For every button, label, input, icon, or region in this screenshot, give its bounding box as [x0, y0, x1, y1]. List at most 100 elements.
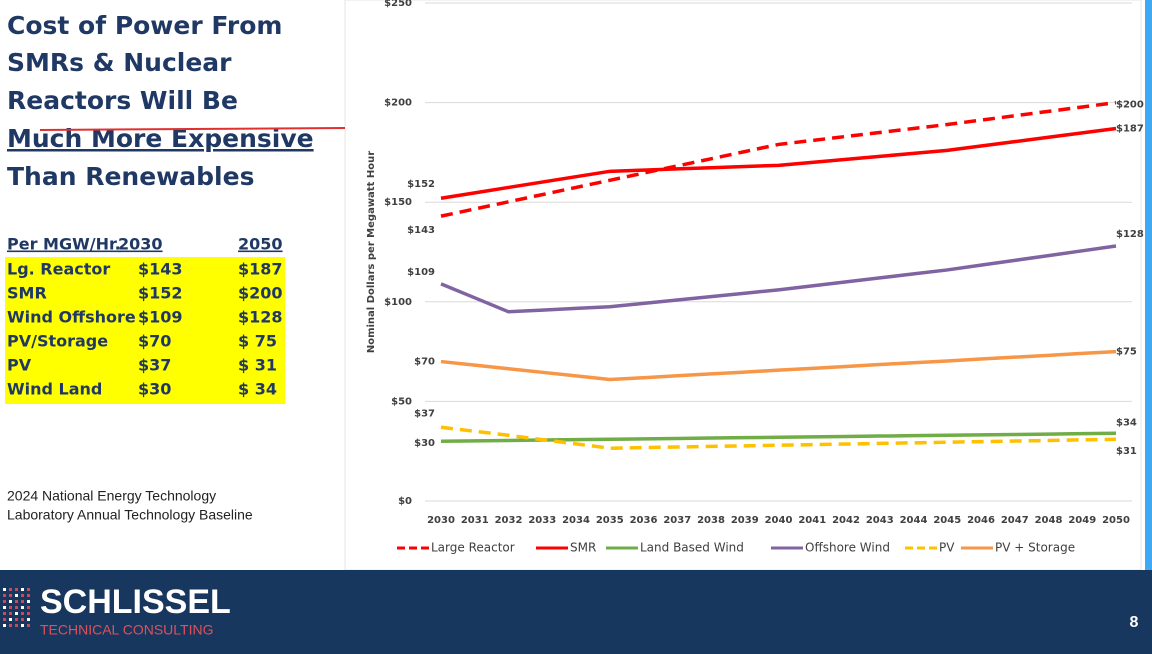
table-header: 2030 [118, 235, 163, 254]
x-tick-label: 2039 [731, 515, 759, 526]
table-cell: Wind Land [7, 380, 102, 399]
data-label: $152 [407, 179, 435, 190]
logo-dot [9, 594, 12, 597]
table-cell: $128 [238, 308, 283, 327]
logo-dot [3, 606, 6, 609]
title-line: SMRs & Nuclear [7, 48, 232, 77]
chart-frame [344, 0, 1142, 571]
y-axis-title: Nominal Dollars per Megawatt Hour [366, 151, 377, 353]
highlight [5, 257, 285, 404]
table-cell: $152 [138, 284, 183, 303]
legend-label: Land Based Wind [640, 541, 744, 555]
table-header: 2050 [238, 235, 283, 254]
data-label: $75 [1116, 347, 1137, 358]
x-tick-label: 2034 [562, 515, 590, 526]
x-tick-label: 2037 [663, 515, 691, 526]
table-cell: $ 75 [238, 332, 277, 351]
series-line [440, 126, 1117, 200]
logo-dot [9, 606, 12, 609]
title-line: Cost of Power From [7, 11, 282, 40]
table-cell: Wind Offshore [7, 308, 136, 327]
y-tick-label: $150 [384, 197, 412, 208]
logo-dot [21, 600, 24, 603]
x-tick-label: 2036 [630, 515, 658, 526]
y-tick-label: $50 [391, 396, 412, 407]
table-cell: $30 [138, 380, 171, 399]
logo-dot [21, 612, 24, 615]
logo-dot [27, 624, 30, 627]
x-tick-label: 2041 [798, 515, 826, 526]
logo-dot [27, 588, 30, 591]
legend-label: Offshore Wind [805, 541, 890, 555]
logo-dot [27, 612, 30, 615]
x-tick-label: 2033 [528, 515, 556, 526]
strike-line [39, 127, 346, 131]
logo-dot [15, 588, 18, 591]
x-tick-label: 2031 [461, 515, 489, 526]
logo-tagline: TECHNICAL CONSULTING [40, 622, 213, 638]
logo-dot [15, 624, 18, 627]
x-tick-label: 2044 [900, 515, 928, 526]
x-tick-label: 2048 [1035, 515, 1063, 526]
data-label: $109 [407, 267, 435, 278]
data-label: $187 [1116, 123, 1144, 134]
logo-dot [3, 594, 6, 597]
table-cell: $187 [238, 260, 283, 279]
logo-dot [21, 588, 24, 591]
logo-dot [15, 600, 18, 603]
x-tick-label: 2038 [697, 515, 725, 526]
legend-label: Large Reactor [431, 541, 515, 555]
logo-dot [27, 618, 30, 621]
table-cell: $ 31 [238, 356, 277, 375]
logo-dot [9, 588, 12, 591]
x-tick-label: 2032 [495, 515, 523, 526]
logo-dot [27, 600, 30, 603]
logo-dot [3, 612, 6, 615]
table-cell: $37 [138, 356, 171, 375]
legend-label: PV [939, 541, 955, 555]
logo-dot [3, 588, 6, 591]
table-header: Per MGW/Hr. [7, 235, 121, 254]
logo-dot [15, 612, 18, 615]
logo-dot [3, 624, 6, 627]
x-tick-label: 2050 [1102, 515, 1130, 526]
x-tick-label: 2042 [832, 515, 860, 526]
table-cell: PV/Storage [7, 332, 108, 351]
logo-name: SCHLISSEL [40, 583, 231, 621]
logo-dot [21, 624, 24, 627]
footer [0, 570, 1152, 654]
legend-label: SMR [570, 541, 596, 555]
x-tick-label: 2046 [967, 515, 995, 526]
logo-dot [9, 612, 12, 615]
table: Per MGW/Hr.2030 2050 Lg. Reactor $143 $187 SM… [7, 235, 283, 399]
table-cell: PV [7, 356, 32, 375]
title-line: Reactors Will Be [7, 86, 238, 115]
side-strip [1145, 0, 1152, 570]
logo-dot [9, 618, 12, 621]
slide-title: Cost of Power From SMRs & Nuclear Reacto… [7, 11, 314, 191]
data-label: $30 [414, 438, 435, 449]
x-tick-label: 2030 [427, 515, 455, 526]
logo-dot [15, 606, 18, 609]
table-cell: $200 [238, 284, 283, 303]
data-label: $70 [414, 357, 435, 368]
legend-label: PV + Storage [995, 541, 1075, 555]
y-tick-label: $100 [384, 297, 412, 308]
data-label: $34 [1116, 417, 1137, 428]
logo-dot [21, 594, 24, 597]
logo-dot [21, 606, 24, 609]
logo-dot [15, 618, 18, 621]
data-label: $31 [1116, 446, 1137, 457]
logo-dot [21, 618, 24, 621]
table-cell: $ 34 [238, 380, 277, 399]
y-tick-label: $200 [384, 98, 412, 109]
data-label: $37 [414, 408, 435, 419]
series-line [440, 349, 1117, 382]
x-tick-label: 2047 [1001, 515, 1029, 526]
x-tick-label: 2049 [1068, 515, 1096, 526]
logo-mark [3, 588, 30, 627]
logo-dot [9, 600, 12, 603]
logo-dot [3, 618, 6, 621]
table-cell: $70 [138, 332, 171, 351]
